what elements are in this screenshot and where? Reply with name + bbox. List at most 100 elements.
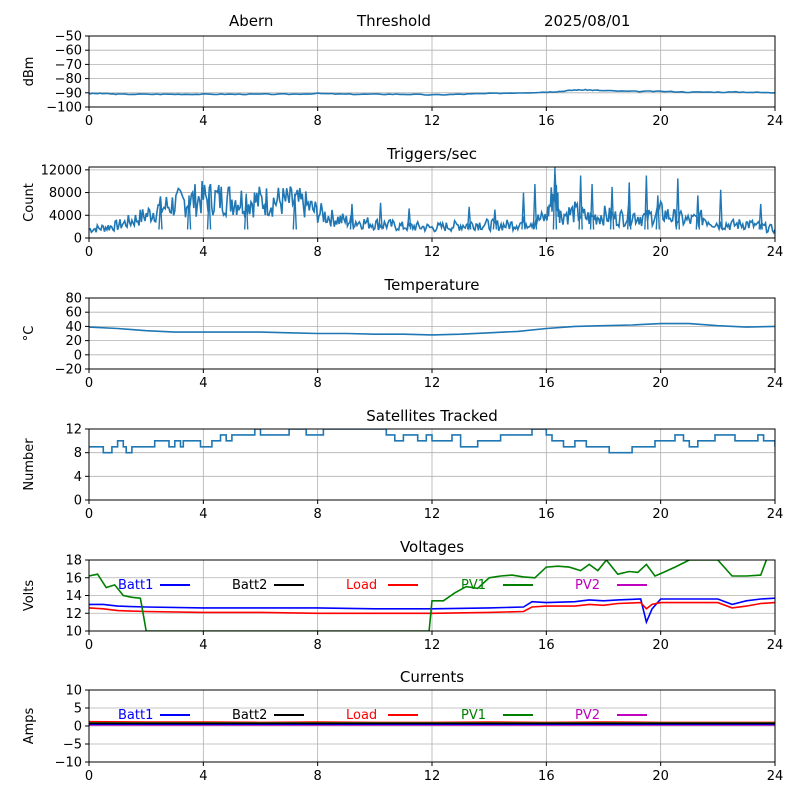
x-tick-label: 20 [652, 114, 669, 129]
x-tick-label: 24 [767, 507, 784, 522]
spike [532, 184, 538, 230]
series-line [89, 429, 775, 454]
series-group [89, 322, 775, 336]
y-tick-label: 60 [65, 306, 82, 321]
panel-title: Triggers/sec [386, 145, 477, 163]
spike [644, 175, 649, 230]
legend-label-pv2: PV2 [575, 708, 600, 723]
spike [578, 175, 583, 230]
x-tick-label: 4 [199, 507, 207, 522]
panel-title: Temperature [383, 276, 479, 294]
x-tick-label: 16 [538, 507, 555, 522]
panel-threshold: 0 4 8 12 16 20 24 −100−90−80−70−60−50 dBm [22, 30, 783, 130]
y-tick-label: 12 [65, 423, 82, 438]
y-tick-label: 0 [74, 720, 82, 735]
x-tick-label: 24 [767, 638, 784, 653]
y-tick-label: −80 [55, 72, 82, 87]
station-name: Abern [229, 12, 274, 30]
x-tick-label: 12 [424, 245, 441, 260]
y-tick-label: 80 [65, 292, 82, 307]
spike [378, 202, 383, 230]
x-tick-label: 0 [85, 769, 93, 784]
series-line [89, 88, 775, 96]
x-tick-label: 0 [85, 376, 93, 391]
y-tick-label: 0 [74, 232, 82, 247]
spike [758, 203, 763, 230]
legend-label-batt1: Batt1 [118, 578, 153, 593]
x-tick-label: 16 [538, 769, 555, 784]
y-axis-label: Number [22, 438, 37, 491]
x-tick-label: 12 [424, 507, 441, 522]
x-tick-label: 0 [85, 507, 93, 522]
legend-label-pv1: PV1 [461, 708, 486, 723]
spike [406, 208, 412, 230]
panel-title: Satellites Tracked [366, 407, 497, 425]
x-tick-label: 24 [767, 769, 784, 784]
legend-label-batt1: Batt1 [118, 708, 153, 723]
spike [521, 192, 526, 230]
spike [589, 184, 595, 230]
date-label: 2025/08/01 [544, 12, 631, 30]
x-tick-label: 12 [424, 114, 441, 129]
spike [244, 193, 249, 230]
y-tick-label: 20 [65, 334, 82, 349]
series-line-pv1 [89, 560, 768, 631]
y-tick-label: −60 [55, 44, 82, 59]
y-axis-label: Volts [22, 580, 37, 612]
y-tick-label: −100 [46, 101, 82, 116]
x-tick-label: 4 [199, 376, 207, 391]
x-tick-label: 0 [85, 638, 93, 653]
mode-label: Threshold [357, 12, 431, 30]
series-line [89, 322, 775, 336]
panel-title: Currents [400, 668, 464, 686]
legend-label-pv2: PV2 [575, 578, 600, 593]
x-tick-label: 12 [424, 376, 441, 391]
x-tick-label: 12 [424, 769, 441, 784]
x-tick-label: 4 [199, 245, 207, 260]
spike [695, 195, 701, 230]
y-tick-label: −5 [63, 738, 82, 753]
y-tick-label: −20 [55, 363, 82, 378]
y-tick-label: 14 [65, 589, 82, 604]
x-tick-label: 8 [314, 376, 322, 391]
y-axis-label: Count [22, 183, 37, 222]
x-tick-label: 24 [767, 376, 784, 391]
series-group [89, 167, 775, 235]
spike [718, 189, 723, 230]
x-tick-label: 8 [314, 769, 322, 784]
panel-satellites: 0 4 8 12 16 20 24 0 4 8 12 Satellites Tracked Number [22, 407, 783, 522]
panel-title: Voltages [400, 538, 464, 556]
x-tick-label: 16 [538, 376, 555, 391]
series-line-load [89, 601, 775, 615]
y-tick-label: 16 [65, 571, 82, 586]
x-tick-label: 12 [424, 638, 441, 653]
legend-label-batt2: Batt2 [232, 578, 267, 593]
y-tick-label: 10 [65, 684, 82, 699]
y-tick-label: 8 [74, 446, 82, 461]
y-tick-label: −90 [55, 86, 82, 101]
spike [655, 195, 661, 230]
y-tick-label: 5 [74, 702, 82, 717]
y-tick-label: 12 [65, 607, 82, 622]
legend-label-pv1: PV1 [461, 578, 486, 593]
y-tick-label: 40 [65, 320, 82, 335]
y-tick-label: 0 [74, 348, 82, 363]
spike [466, 206, 472, 230]
y-tick-label: −70 [55, 58, 82, 73]
y-axis-label: dBm [22, 57, 37, 87]
spike [186, 195, 192, 230]
x-tick-label: 4 [199, 769, 207, 784]
spike [675, 178, 681, 230]
series-line-load [89, 720, 775, 724]
y-tick-label: 0 [74, 494, 82, 509]
x-tick-label: 24 [767, 114, 784, 129]
x-tick-label: 0 [85, 114, 93, 129]
x-tick-label: 8 [314, 114, 322, 129]
y-tick-label: 12000 [41, 163, 82, 178]
spike [349, 203, 355, 230]
x-tick-label: 16 [538, 638, 555, 653]
panel-currents: Batt1 Batt2 Load PV1 PV2 0 4 8 12 16 20 24 −10 −5 0 5 10… [22, 668, 783, 784]
series-group [89, 429, 775, 454]
